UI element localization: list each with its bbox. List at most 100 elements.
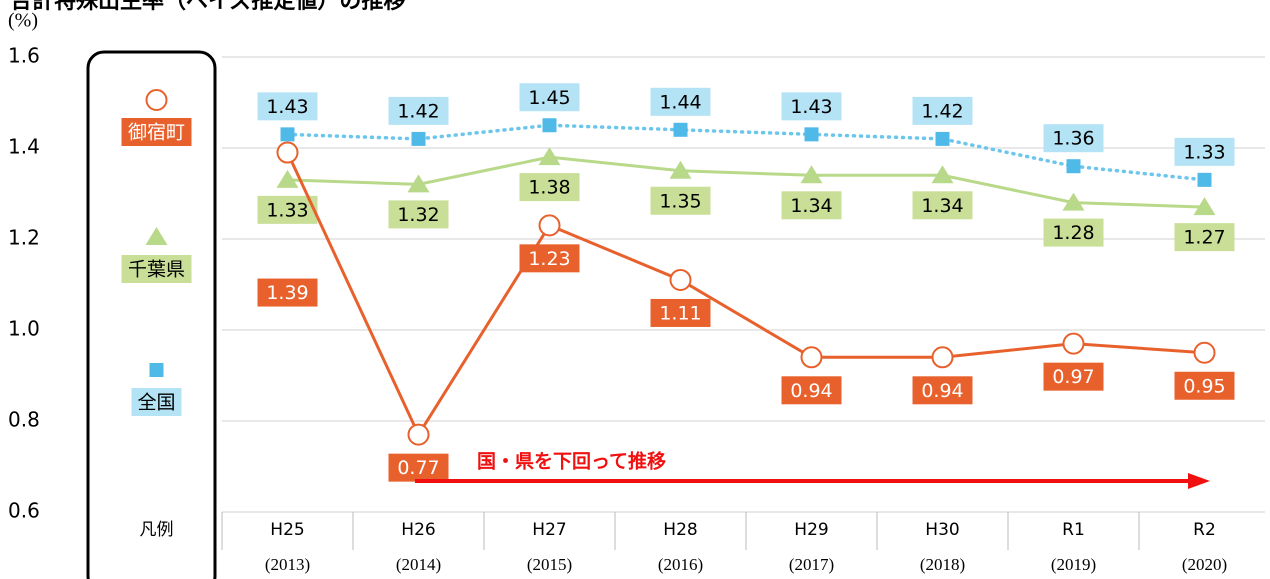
point [669, 268, 692, 291]
value-label: 1.33 [1183, 141, 1225, 163]
value-label-bg [781, 191, 842, 220]
x-tick-label: R1 [1062, 520, 1085, 540]
annotation: 国・県を下回って推移 [477, 450, 666, 473]
point [1062, 192, 1085, 211]
x-tick-sublabel: (2019) [1051, 555, 1096, 574]
value-label: 1.39 [266, 282, 308, 304]
point [669, 160, 692, 179]
value-label-bg [650, 298, 711, 327]
y-axis-label: (%) [8, 10, 38, 32]
x-tick-sublabel: (2017) [789, 555, 834, 574]
legend-label-bg [121, 255, 192, 283]
value-label: 1.34 [790, 195, 832, 217]
value-label-bg [1043, 218, 1104, 247]
x-tick-label: 凡例 [140, 520, 174, 540]
value-label-bg [912, 96, 973, 125]
x-tick-sublabel: (2014) [396, 555, 441, 574]
y-tick-label: 1.0 [8, 317, 40, 341]
legend-label: 御宿町 [128, 122, 185, 144]
value-label-bg [388, 200, 449, 229]
value-label-bg [519, 173, 580, 202]
value-label: 1.43 [266, 96, 308, 118]
value-label-bg [388, 453, 449, 482]
x-tick-label: H26 [401, 520, 435, 540]
point [931, 165, 954, 184]
value-label-bg [1043, 362, 1104, 391]
x-tick-sublabel: (2016) [658, 555, 703, 574]
point [407, 423, 430, 446]
point [931, 346, 954, 369]
value-label: 1.36 [1052, 128, 1094, 150]
x-tick-label: H30 [925, 520, 959, 540]
point [411, 131, 426, 146]
x-tick-label: H27 [532, 520, 566, 540]
point [1197, 172, 1212, 187]
point [804, 127, 819, 142]
value-label-bg [1174, 371, 1235, 400]
value-label-bg [912, 376, 973, 405]
annotation-arrowhead [1188, 473, 1210, 489]
x-tick-sublabel: (2013) [265, 555, 310, 574]
value-label: 0.94 [790, 380, 832, 402]
value-label: 0.94 [921, 380, 963, 402]
value-label: 1.35 [659, 190, 701, 212]
legend-box [86, 50, 217, 579]
value-label: 1.23 [528, 248, 570, 270]
value-label: 1.38 [528, 177, 570, 199]
point [1193, 197, 1216, 216]
legend-label: 全国 [137, 392, 175, 414]
point [276, 169, 299, 188]
y-tick-label: 1.4 [8, 135, 40, 159]
point [542, 118, 557, 133]
value-label: 1.34 [921, 195, 963, 217]
value-label-bg [1174, 223, 1235, 252]
x-tick-sublabel: (2020) [1182, 555, 1227, 574]
value-label: 1.43 [790, 96, 832, 118]
value-label: 0.77 [397, 457, 439, 479]
value-label: 1.45 [528, 87, 570, 109]
point [1062, 332, 1085, 355]
value-label: 0.97 [1052, 366, 1094, 388]
value-label-bg [257, 92, 318, 121]
legend-marker [145, 89, 168, 111]
chart-title: 合計特殊出生率（ベイズ推定値）の推移 [10, 0, 405, 14]
point [1193, 341, 1216, 364]
point [935, 131, 950, 146]
x-tick-sublabel: (2018) [920, 555, 965, 574]
value-label: 1.11 [659, 302, 701, 324]
value-label-bg [650, 87, 711, 116]
value-label-bg [388, 96, 449, 125]
x-tick-label: H29 [794, 520, 828, 540]
value-label-bg [519, 83, 580, 112]
value-label-bg [781, 376, 842, 405]
value-label: 1.27 [1183, 227, 1225, 249]
legend-label-bg [121, 118, 192, 146]
x-tick-sublabel: (2015) [527, 555, 572, 574]
value-label: 1.42 [397, 100, 439, 122]
point [538, 214, 561, 237]
point [276, 141, 299, 164]
point [673, 122, 688, 137]
value-label: 1.32 [397, 204, 439, 226]
y-tick-label: 0.8 [8, 408, 40, 432]
value-label-bg [650, 186, 711, 215]
value-label-bg [912, 191, 973, 220]
point [800, 346, 823, 369]
y-tick-label: 1.2 [8, 226, 40, 250]
value-label: 1.33 [266, 199, 308, 221]
point [800, 165, 823, 184]
value-label-bg [1174, 137, 1235, 166]
value-label: 1.42 [921, 100, 963, 122]
legend-marker [149, 363, 164, 377]
value-label: 1.44 [659, 91, 701, 113]
value-label-bg [519, 244, 580, 273]
series-line [286, 151, 1205, 438]
y-tick-label: 0.6 [8, 499, 40, 523]
value-label-bg [781, 92, 842, 121]
legend-marker [145, 227, 168, 245]
point [1066, 159, 1081, 174]
series-line [285, 123, 1207, 182]
value-label: 1.28 [1052, 222, 1094, 244]
value-label: 0.95 [1183, 375, 1225, 397]
